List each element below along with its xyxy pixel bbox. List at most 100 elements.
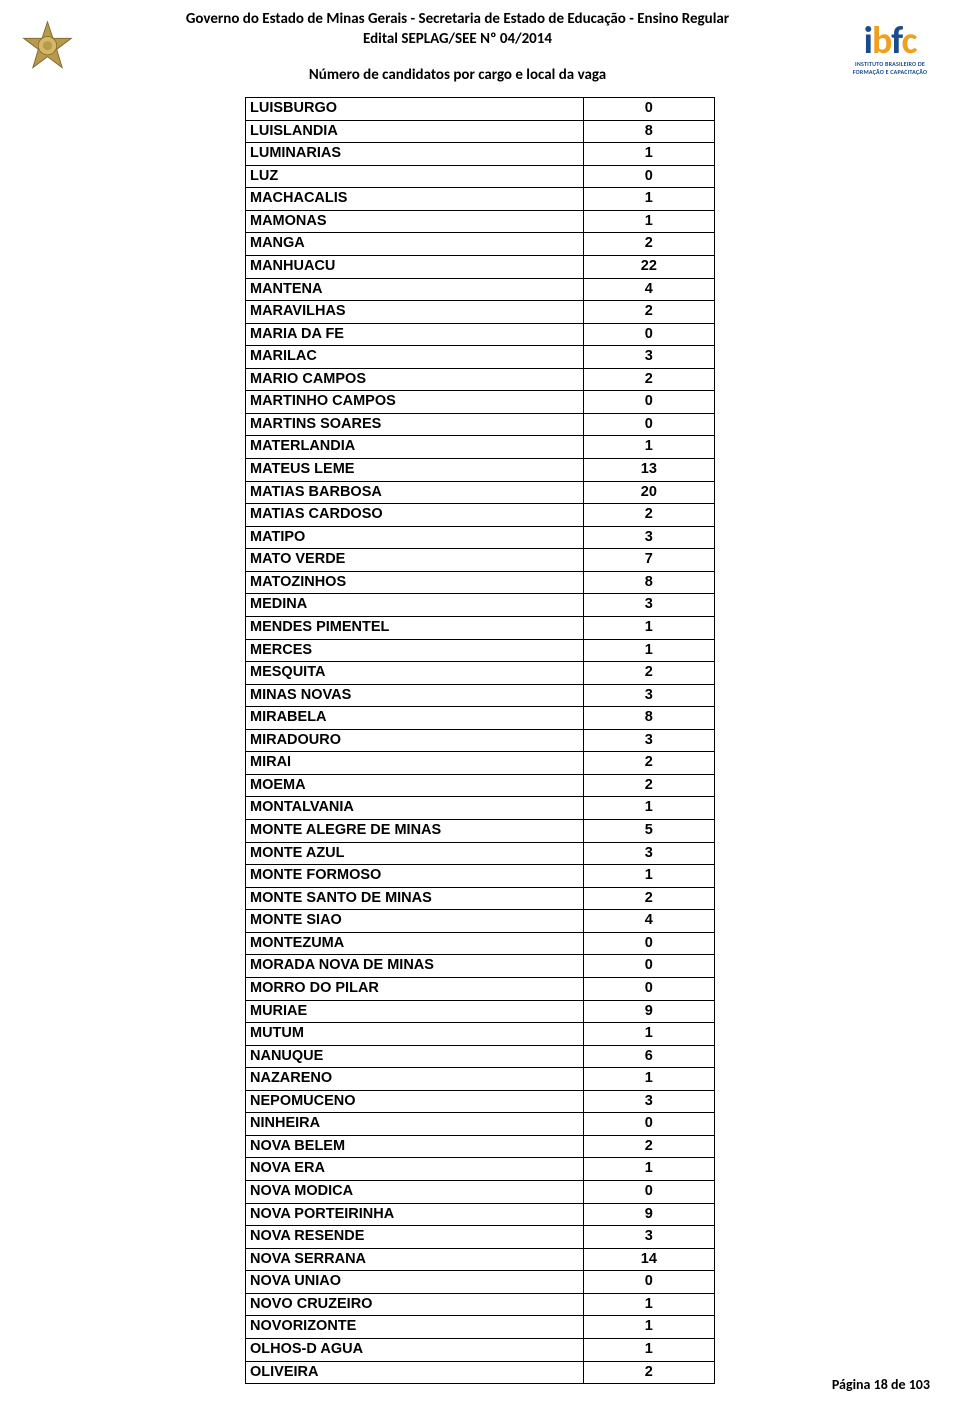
logo-letter-f: f	[891, 18, 901, 64]
candidate-count: 0	[583, 165, 714, 188]
candidate-count: 3	[583, 842, 714, 865]
candidate-count: 0	[583, 1181, 714, 1204]
table-row: LUISBURGO0	[246, 98, 715, 121]
city-name: MARIO CAMPOS	[246, 368, 584, 391]
city-name: MORADA NOVA DE MINAS	[246, 955, 584, 978]
candidate-count: 1	[583, 188, 714, 211]
candidate-count: 2	[583, 887, 714, 910]
logo-letter-b: b	[872, 18, 891, 64]
table-row: MATERLANDIA1	[246, 436, 715, 459]
city-name: NINHEIRA	[246, 1113, 584, 1136]
city-name: LUISLANDIA	[246, 120, 584, 143]
table-row: LUMINARIAS1	[246, 143, 715, 166]
table-row: MARIO CAMPOS2	[246, 368, 715, 391]
candidate-count: 8	[583, 120, 714, 143]
candidate-count: 0	[583, 413, 714, 436]
candidate-count: 1	[583, 639, 714, 662]
table-row: MOEMA2	[246, 774, 715, 797]
city-name: MATIPO	[246, 526, 584, 549]
table-row: MATEUS LEME13	[246, 459, 715, 482]
table-row: MENDES PIMENTEL1	[246, 616, 715, 639]
candidate-count: 0	[583, 323, 714, 346]
table-row: MIRABELA8	[246, 707, 715, 730]
candidate-count: 2	[583, 504, 714, 527]
city-name: MATIAS CARDOSO	[246, 504, 584, 527]
table-row: MIRADOURO3	[246, 729, 715, 752]
candidate-count: 2	[583, 1135, 714, 1158]
city-name: NOVA SERRANA	[246, 1248, 584, 1271]
table-row: NINHEIRA0	[246, 1113, 715, 1136]
city-name: LUZ	[246, 165, 584, 188]
candidate-count: 2	[583, 233, 714, 256]
city-name: MIRAI	[246, 752, 584, 775]
candidate-count: 14	[583, 1248, 714, 1271]
city-name: MUTUM	[246, 1023, 584, 1046]
city-name: MIRADOURO	[246, 729, 584, 752]
table-row: MANGA2	[246, 233, 715, 256]
table-row: MANTENA4	[246, 278, 715, 301]
city-name: MARTINS SOARES	[246, 413, 584, 436]
table-row: NOVO CRUZEIRO1	[246, 1293, 715, 1316]
candidate-count: 1	[583, 1023, 714, 1046]
candidate-count: 2	[583, 752, 714, 775]
city-name: MOEMA	[246, 774, 584, 797]
table-row: MARTINHO CAMPOS0	[246, 391, 715, 414]
candidate-count: 1	[583, 210, 714, 233]
city-name: MAMONAS	[246, 210, 584, 233]
table-row: MATIPO3	[246, 526, 715, 549]
city-name: NAZARENO	[246, 1068, 584, 1091]
candidate-count: 1	[583, 1293, 714, 1316]
city-name: NOVA ERA	[246, 1158, 584, 1181]
city-name: MATERLANDIA	[246, 436, 584, 459]
page-header: Governo do Estado de Minas Gerais - Secr…	[0, 0, 960, 89]
city-name: MANTENA	[246, 278, 584, 301]
candidate-count: 3	[583, 684, 714, 707]
city-name: NOVA BELEM	[246, 1135, 584, 1158]
candidate-count: 8	[583, 707, 714, 730]
candidate-count: 20	[583, 481, 714, 504]
candidate-count: 2	[583, 774, 714, 797]
table-row: MARAVILHAS2	[246, 301, 715, 324]
city-name: MARILAC	[246, 346, 584, 369]
city-name: NOVO CRUZEIRO	[246, 1293, 584, 1316]
city-name: MANGA	[246, 233, 584, 256]
city-name: MIRABELA	[246, 707, 584, 730]
table-row: NOVA MODICA0	[246, 1181, 715, 1204]
candidate-count: 1	[583, 616, 714, 639]
ibfc-logo: ibfc INSTITUTO BRASILEIRO DE FORMAÇÃO E …	[840, 18, 940, 76]
table-row: NANUQUE6	[246, 1045, 715, 1068]
table-row: NOVA BELEM2	[246, 1135, 715, 1158]
city-name: NOVA RESENDE	[246, 1226, 584, 1249]
table-row: OLHOS-D AGUA1	[246, 1338, 715, 1361]
table-row: MEDINA3	[246, 594, 715, 617]
city-name: MATOZINHOS	[246, 571, 584, 594]
ibfc-logo-text: ibfc	[840, 18, 940, 64]
table-row: MARIA DA FE0	[246, 323, 715, 346]
city-name: MONTALVANIA	[246, 797, 584, 820]
city-name: MATEUS LEME	[246, 459, 584, 482]
candidate-count: 0	[583, 1113, 714, 1136]
table-row: MONTE AZUL3	[246, 842, 715, 865]
table-row: MAMONAS1	[246, 210, 715, 233]
table-row: NOVORIZONTE1	[246, 1316, 715, 1339]
candidate-count: 0	[583, 955, 714, 978]
page-footer: Página 18 de 103	[832, 1376, 930, 1393]
city-name: MATO VERDE	[246, 549, 584, 572]
ibfc-logo-subtitle: INSTITUTO BRASILEIRO DE FORMAÇÃO E CAPAC…	[840, 60, 940, 76]
candidate-count: 3	[583, 1226, 714, 1249]
table-row: MATIAS CARDOSO2	[246, 504, 715, 527]
candidate-count: 0	[583, 391, 714, 414]
candidate-count: 0	[583, 98, 714, 121]
candidate-count: 4	[583, 910, 714, 933]
city-name: MONTE SANTO DE MINAS	[246, 887, 584, 910]
header-titles: Governo do Estado de Minas Gerais - Secr…	[90, 10, 825, 84]
state-emblem-icon	[20, 20, 75, 75]
city-name: MERCES	[246, 639, 584, 662]
candidate-count: 0	[583, 932, 714, 955]
table-row: MONTALVANIA1	[246, 797, 715, 820]
city-name: MESQUITA	[246, 662, 584, 685]
table-row: NOVA ERA1	[246, 1158, 715, 1181]
table-row: MARILAC3	[246, 346, 715, 369]
city-name: OLHOS-D AGUA	[246, 1338, 584, 1361]
table-row: MONTE ALEGRE DE MINAS5	[246, 820, 715, 843]
